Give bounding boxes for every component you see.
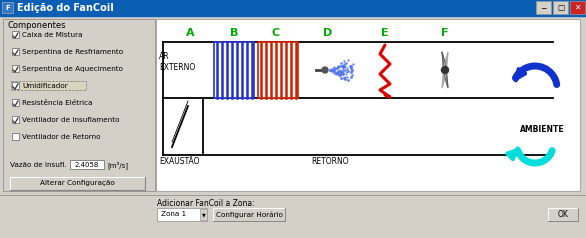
Text: AR
EXTERNO: AR EXTERNO [159,52,195,72]
Bar [200,209,207,220]
Text: RETORNO: RETORNO [311,158,349,167]
Text: EXAUSTÃO: EXAUSTÃO [159,158,199,167]
Circle shape [322,67,328,73]
Polygon shape [442,52,448,88]
Text: Umidificador: Umidificador [22,83,68,89]
Text: Edição do FanCoil: Edição do FanCoil [17,3,114,13]
Bar [12,48,19,55]
Text: Adicionar FanCoil a Zona:: Adicionar FanCoil a Zona: [157,198,255,208]
Bar [3,19,155,191]
Bar [570,1,585,14]
Text: Alterar Configuração: Alterar Configuração [40,180,114,187]
Bar [548,208,578,221]
Text: Vazão de insufl.: Vazão de insufl. [10,162,67,168]
Text: Resistência Elétrica: Resistência Elétrica [22,100,93,106]
Text: C: C [272,28,280,38]
Bar [12,31,19,38]
Text: Componentes: Componentes [8,21,66,30]
Bar [213,208,285,221]
Bar [156,19,580,191]
Bar [536,1,551,14]
Text: Serpentina de Aquecimento: Serpentina de Aquecimento [22,66,123,72]
Bar [12,133,19,140]
Text: OK: OK [557,210,568,219]
Bar [2,2,13,13]
Bar [258,42,298,98]
Text: ─: ─ [541,3,546,12]
Bar [11,81,86,90]
Bar [12,99,19,106]
Text: □: □ [557,3,564,12]
Text: Ventilador de Insuflamento: Ventilador de Insuflamento [22,117,120,123]
Text: Ventilador de Retorno: Ventilador de Retorno [22,134,101,140]
Bar [0,195,586,238]
Bar [12,116,19,123]
Text: Serpentina de Resfriamento: Serpentina de Resfriamento [22,49,123,55]
Text: B: B [230,28,238,38]
Bar [10,177,145,190]
Text: 2.4058: 2.4058 [75,162,99,168]
Bar [157,208,207,221]
Circle shape [441,66,448,74]
Text: E: E [381,28,389,38]
Bar [70,160,104,169]
Text: ▼: ▼ [202,212,205,217]
Text: ✕: ✕ [574,3,581,12]
Text: [m³/s]: [m³/s] [107,161,128,169]
Text: A: A [186,28,195,38]
Bar [553,1,568,14]
Bar [214,42,254,98]
Bar [12,65,19,72]
Bar [12,82,19,89]
Text: Caixa de Mistura: Caixa de Mistura [22,32,83,38]
Text: F: F [5,5,10,10]
Polygon shape [442,52,448,88]
Text: AMBIENTE: AMBIENTE [520,125,565,134]
Text: F: F [441,28,449,38]
Text: D: D [323,28,333,38]
Bar [0,0,586,16]
Text: Zona 1: Zona 1 [161,212,186,218]
Text: Configurar Horário: Configurar Horário [216,211,282,218]
